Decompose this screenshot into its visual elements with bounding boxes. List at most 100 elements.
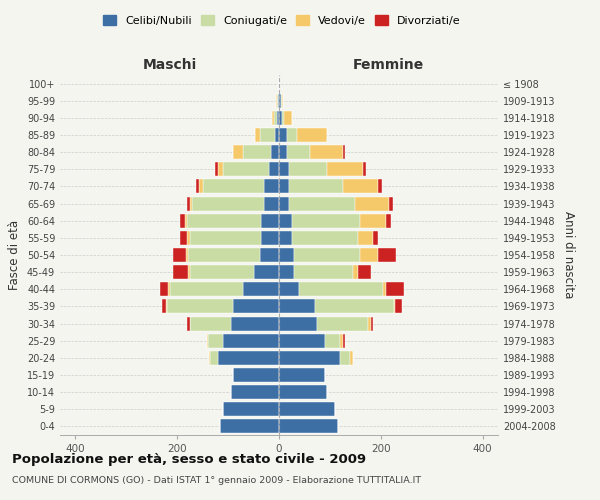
Bar (279, 214, 292, 228)
Bar (289, 196, 355, 210)
Bar (279, 111, 281, 125)
Bar (317, 316, 368, 330)
Bar (233, 145, 244, 159)
Bar (261, 231, 279, 245)
Bar (173, 248, 186, 262)
Bar (353, 265, 358, 279)
Text: Femmine: Femmine (353, 58, 424, 71)
Bar (218, 162, 223, 176)
Bar (187, 196, 190, 210)
Bar (287, 128, 297, 142)
Bar (343, 334, 345, 347)
Bar (196, 180, 199, 194)
Bar (279, 248, 294, 262)
Bar (279, 420, 338, 434)
Bar (279, 128, 287, 142)
Bar (278, 94, 279, 108)
Y-axis label: Anni di nascita: Anni di nascita (562, 212, 575, 298)
Bar (274, 111, 277, 125)
Bar (188, 265, 190, 279)
Bar (230, 316, 279, 330)
Bar (328, 162, 363, 176)
Bar (281, 94, 283, 108)
Bar (314, 300, 394, 314)
Bar (371, 316, 373, 330)
Bar (279, 368, 325, 382)
Bar (361, 248, 379, 262)
Text: Maschi: Maschi (142, 58, 197, 71)
Bar (160, 282, 168, 296)
Bar (294, 248, 361, 262)
Bar (244, 145, 271, 159)
Bar (325, 334, 340, 347)
Bar (261, 214, 279, 228)
Bar (355, 196, 389, 210)
Bar (279, 300, 314, 314)
Bar (168, 282, 170, 296)
Bar (254, 265, 279, 279)
Bar (186, 248, 188, 262)
Bar (279, 334, 325, 347)
Bar (271, 145, 279, 159)
Bar (210, 351, 218, 365)
Bar (383, 282, 386, 296)
Bar (209, 351, 210, 365)
Bar (206, 334, 208, 347)
Text: Popolazione per età, sesso e stato civile - 2009: Popolazione per età, sesso e stato civil… (12, 452, 366, 466)
Bar (358, 231, 373, 245)
Bar (223, 162, 269, 176)
Bar (169, 282, 244, 296)
Bar (190, 231, 261, 245)
Bar (223, 402, 279, 416)
Bar (233, 300, 279, 314)
Bar (279, 316, 317, 330)
Bar (340, 351, 350, 365)
Bar (350, 351, 353, 365)
Bar (279, 402, 335, 416)
Bar (292, 231, 358, 245)
Bar (272, 111, 274, 125)
Bar (162, 300, 166, 314)
Bar (167, 300, 233, 314)
Bar (389, 196, 392, 210)
Bar (187, 214, 261, 228)
Bar (187, 316, 190, 330)
Bar (193, 196, 264, 210)
Bar (188, 248, 260, 262)
Bar (185, 214, 187, 228)
Bar (277, 111, 279, 125)
Bar (279, 94, 281, 108)
Bar (310, 145, 343, 159)
Bar (187, 231, 190, 245)
Bar (173, 265, 188, 279)
Bar (260, 248, 279, 262)
Bar (233, 368, 279, 382)
Bar (284, 111, 292, 125)
Bar (203, 180, 264, 194)
Bar (279, 196, 289, 210)
Bar (190, 265, 254, 279)
Bar (279, 145, 287, 159)
Bar (264, 196, 279, 210)
Bar (287, 145, 310, 159)
Bar (361, 214, 386, 228)
Bar (179, 231, 187, 245)
Bar (299, 282, 383, 296)
Bar (279, 351, 340, 365)
Bar (279, 231, 292, 245)
Bar (281, 111, 284, 125)
Bar (368, 316, 371, 330)
Bar (279, 265, 294, 279)
Bar (190, 196, 193, 210)
Bar (279, 385, 328, 399)
Bar (218, 351, 279, 365)
Bar (379, 248, 396, 262)
Bar (199, 180, 203, 194)
Bar (223, 334, 279, 347)
Bar (208, 334, 223, 347)
Bar (373, 231, 379, 245)
Bar (279, 180, 289, 194)
Bar (358, 265, 371, 279)
Bar (264, 180, 279, 194)
Bar (289, 162, 328, 176)
